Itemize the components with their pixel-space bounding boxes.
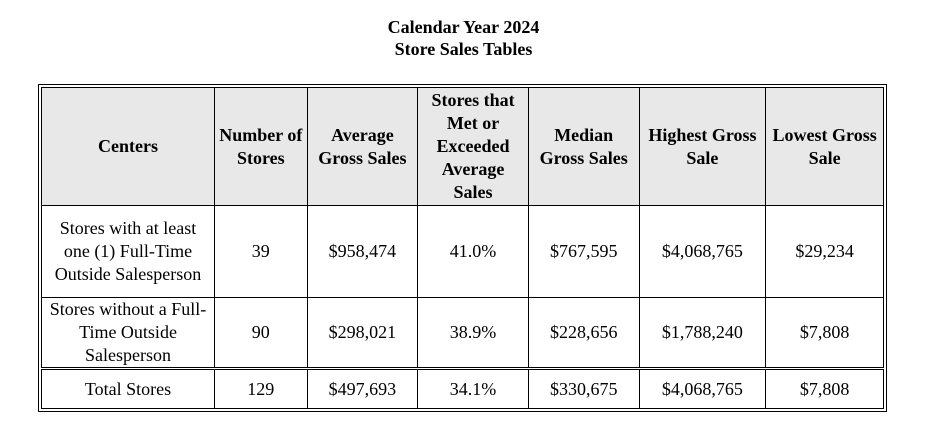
cell-median-gross-sales: $330,675 xyxy=(527,367,640,409)
header-met-or-exceeded: Stores that Met or Exceeded Average Sale… xyxy=(417,87,529,206)
table-header-row: Centers Number of Stores Average Gross S… xyxy=(40,87,884,206)
cell-median-gross-sales: $228,656 xyxy=(527,297,640,369)
document-title: Calendar Year 2024 Store Sales Tables xyxy=(0,16,927,60)
table-row: Stores with at least one (1) Full-Time O… xyxy=(40,205,884,298)
header-median-gross-sales: Median Gross Sales xyxy=(527,87,640,206)
table-total-row: Total Stores 129 $497,693 34.1% $330,675… xyxy=(40,367,884,409)
cell-average-gross-sales: $497,693 xyxy=(306,367,419,409)
cell-lowest-gross-sale: $7,808 xyxy=(765,297,884,369)
cell-average-gross-sales: $958,474 xyxy=(306,205,419,298)
cell-number-of-stores: 90 xyxy=(214,297,308,369)
cell-highest-gross-sale: $1,788,240 xyxy=(638,297,767,369)
cell-lowest-gross-sale: $7,808 xyxy=(765,367,884,409)
cell-lowest-gross-sale: $29,234 xyxy=(765,205,884,298)
cell-met-or-exceeded: 34.1% xyxy=(417,367,529,409)
cell-center: Total Stores xyxy=(40,367,216,409)
store-sales-table: Centers Number of Stores Average Gross S… xyxy=(40,87,884,409)
header-average-gross-sales: Average Gross Sales xyxy=(306,87,419,206)
cell-number-of-stores: 39 xyxy=(214,205,308,298)
title-line-1: Calendar Year 2024 xyxy=(387,17,540,37)
header-highest-gross-sale: Highest Gross Sale xyxy=(638,87,767,206)
cell-average-gross-sales: $298,021 xyxy=(306,297,419,369)
table-row: Stores without a Full-Time Outside Sales… xyxy=(40,297,884,369)
cell-met-or-exceeded: 38.9% xyxy=(417,297,529,369)
cell-center: Stores with at least one (1) Full-Time O… xyxy=(40,205,216,298)
store-sales-table-frame: Centers Number of Stores Average Gross S… xyxy=(38,84,887,412)
header-lowest-gross-sale: Lowest Gross Sale xyxy=(765,87,884,206)
header-number-of-stores: Number of Stores xyxy=(214,87,308,206)
cell-median-gross-sales: $767,595 xyxy=(527,205,640,298)
header-centers: Centers xyxy=(40,87,216,206)
cell-met-or-exceeded: 41.0% xyxy=(417,205,529,298)
cell-center: Stores without a Full-Time Outside Sales… xyxy=(40,297,216,369)
cell-highest-gross-sale: $4,068,765 xyxy=(638,367,767,409)
cell-number-of-stores: 129 xyxy=(214,367,308,409)
title-line-2: Store Sales Tables xyxy=(394,39,533,59)
cell-highest-gross-sale: $4,068,765 xyxy=(638,205,767,298)
